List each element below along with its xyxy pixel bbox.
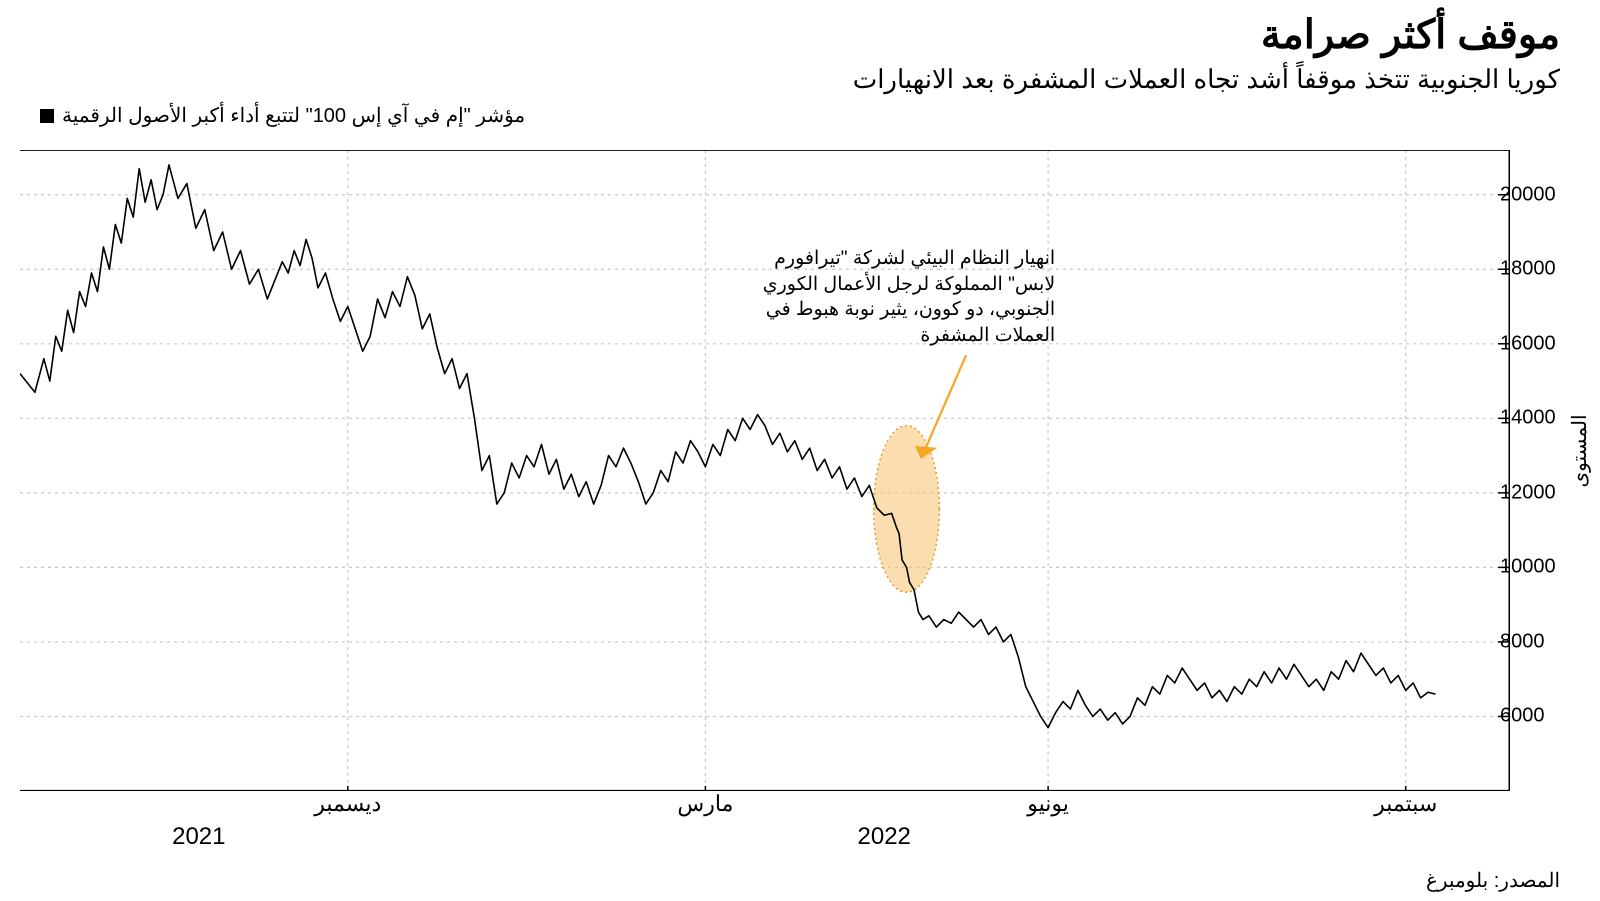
x-tick-year-label: 2021 [172,823,225,851]
source-label: المصدر: بلومبرغ [1426,868,1560,893]
legend-swatch [40,109,54,123]
x-axis-labels: ديسمبر مارس يونيو سبتمبر 2021 2022 [20,791,1510,861]
y-tick-label: 20000 [1500,183,1556,206]
y-tick-label: 8000 [1500,630,1545,653]
y-axis-labels: 6000 8000 10000 12000 14000 16000 18000 20000 [1500,150,1560,791]
legend-label: مؤشر "إم في آي إس 100" لتتبع أداء أكبر ا… [62,103,525,128]
y-tick-label: 18000 [1500,258,1556,281]
y-tick-label: 12000 [1500,481,1556,504]
x-tick-month-label: سبتمبر [1374,791,1437,817]
chart-title: موقف أكثر صرامة [40,12,1560,58]
x-tick-month-label: يونيو [1027,791,1069,817]
chart-subtitle: كوريا الجنوبية تتخذ موقفاً أشد تجاه العم… [40,64,1560,95]
x-tick-month-label: ديسمبر [314,791,381,817]
chart-header: موقف أكثر صرامة كوريا الجنوبية تتخذ موقف… [0,0,1600,128]
y-tick-label: 6000 [1500,705,1545,728]
x-tick-month-label: مارس [677,791,733,817]
y-axis-title: المستوى [1568,414,1592,487]
chart-legend: مؤشر "إم في آي إس 100" لتتبع أداء أكبر ا… [40,103,1560,128]
x-tick-year-label: 2022 [857,823,910,851]
annotation-text: انهيار النظام البيئي لشركة "تيرافورم لاب… [735,246,1055,349]
y-tick-label: 14000 [1500,407,1556,430]
y-tick-label: 16000 [1500,332,1556,355]
y-tick-label: 10000 [1500,556,1556,579]
